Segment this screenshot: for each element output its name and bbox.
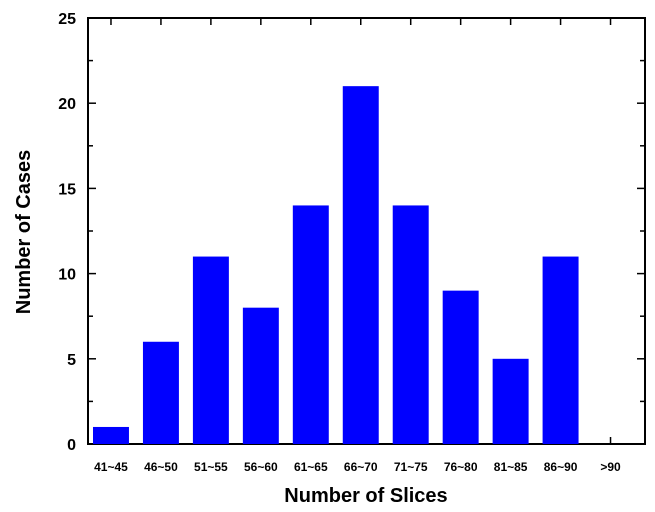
y-tick-label: 25 bbox=[58, 11, 76, 28]
y-tick-label: 5 bbox=[67, 352, 76, 369]
x-tick-label: 56~60 bbox=[244, 460, 278, 474]
bar bbox=[192, 256, 229, 444]
x-tick-label: 51~55 bbox=[194, 460, 228, 474]
x-tick-label: 81~85 bbox=[494, 460, 528, 474]
bar bbox=[542, 256, 579, 444]
bars bbox=[92, 86, 579, 444]
y-tick-label: 20 bbox=[58, 96, 76, 113]
y-tick-label: 15 bbox=[58, 181, 76, 198]
bar bbox=[392, 205, 429, 444]
y-axis-title: Number of Cases bbox=[13, 150, 35, 315]
bar bbox=[342, 86, 379, 444]
x-tick-label: 46~50 bbox=[144, 460, 178, 474]
bar bbox=[492, 358, 529, 444]
x-axis-title: Number of Slices bbox=[284, 485, 447, 507]
x-tick-label: 76~80 bbox=[444, 460, 478, 474]
y-tick-label: 0 bbox=[67, 437, 76, 454]
bar bbox=[442, 290, 479, 444]
x-tick-label: 86~90 bbox=[544, 460, 578, 474]
x-tick-label: 41~45 bbox=[94, 460, 128, 474]
bar bbox=[242, 307, 279, 444]
x-tick-label: 66~70 bbox=[344, 460, 378, 474]
y-axis-tick-labels: 0 5 10 15 20 25 bbox=[58, 11, 76, 454]
y-axis-ticks bbox=[88, 17, 645, 445]
x-tick-label: >90 bbox=[600, 460, 621, 474]
bar bbox=[292, 205, 329, 444]
bar bbox=[92, 426, 129, 444]
x-tick-label: 61~65 bbox=[294, 460, 328, 474]
x-axis-tick-labels: 41~45 46~50 51~55 56~60 61~65 66~70 71~75 76~80… bbox=[94, 460, 621, 474]
y-tick-label: 10 bbox=[58, 267, 76, 284]
bar bbox=[142, 341, 179, 444]
x-tick-label: 71~75 bbox=[394, 460, 428, 474]
